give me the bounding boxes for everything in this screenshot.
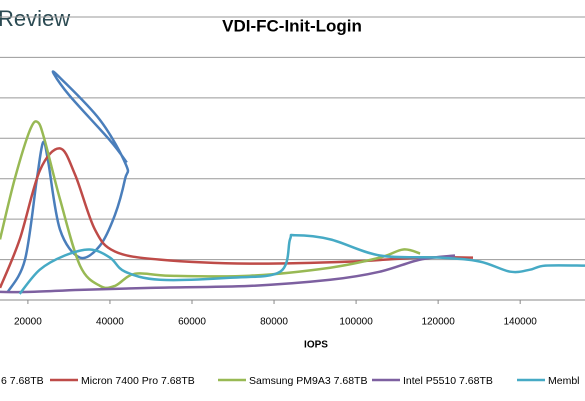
- series-line: [0, 254, 456, 294]
- x-axis-label: IOPS: [304, 340, 328, 351]
- x-tick-label: 100000: [339, 317, 373, 328]
- legend-label: Membl: [548, 375, 580, 387]
- x-tick-label: 60000: [178, 317, 206, 328]
- legend-label: Micron 7400 Pro 7.68TB: [81, 375, 195, 387]
- series-line: [0, 120, 421, 290]
- x-tick-label: 80000: [260, 317, 288, 328]
- x-tick-label: 20000: [14, 317, 42, 328]
- logo: Review: [0, 6, 70, 31]
- x-tick-label: 140000: [503, 317, 537, 328]
- legend-label: Intel P5510 7.68TB: [403, 375, 493, 387]
- legend-label: Samsung PM9A3 7.68TB: [249, 375, 367, 387]
- legend-label: 6 7.68TB: [1, 375, 44, 387]
- series-line: [18, 233, 585, 295]
- chart-title: VDI-FC-Init-Login: [222, 16, 362, 35]
- series-line: [0, 147, 474, 289]
- x-tick-label: 40000: [96, 317, 124, 328]
- series-line: [6, 70, 130, 293]
- x-tick-label: 120000: [421, 317, 455, 328]
